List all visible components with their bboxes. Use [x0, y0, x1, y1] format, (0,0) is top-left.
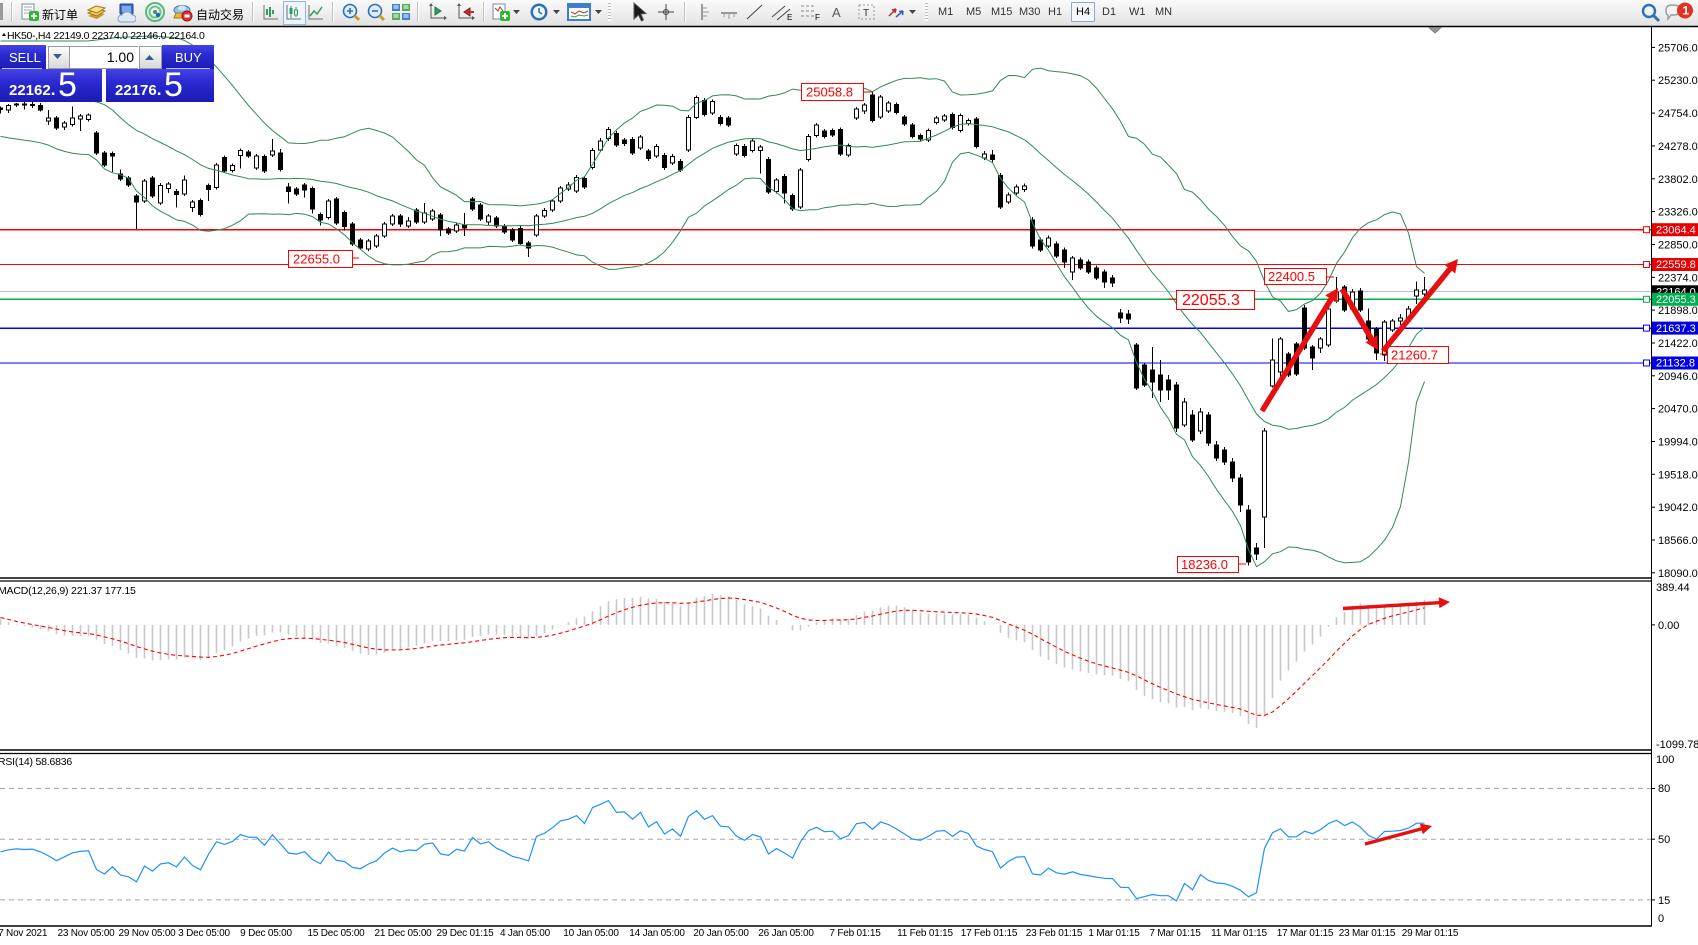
svg-text:3 Dec 05:00: 3 Dec 05:00: [178, 928, 230, 939]
svg-text:7 Feb 01:15: 7 Feb 01:15: [829, 928, 881, 939]
svg-text:15: 15: [1658, 895, 1670, 907]
svg-text:22374.0: 22374.0: [1658, 272, 1698, 284]
svg-text:1 Mar 01:15: 1 Mar 01:15: [1088, 928, 1140, 939]
svg-text:10 Jan 05:00: 10 Jan 05:00: [563, 928, 619, 939]
svg-text:389.44: 389.44: [1656, 582, 1690, 594]
svg-text:19518.0: 19518.0: [1658, 469, 1698, 481]
svg-text:22655.0: 22655.0: [293, 252, 340, 267]
svg-text:19994.0: 19994.0: [1658, 437, 1698, 449]
svg-text:1: 1: [1683, 4, 1690, 18]
svg-text:T: T: [863, 8, 869, 19]
svg-text:21637.3: 21637.3: [1656, 323, 1696, 335]
svg-text:26 Jan 05:00: 26 Jan 05:00: [758, 928, 814, 939]
svg-text:MACD(12,26,9) 221.37 177.15: MACD(12,26,9) 221.37 177.15: [0, 585, 136, 597]
svg-text:-1099.78: -1099.78: [1656, 739, 1698, 751]
svg-text:23 Mar 01:15: 23 Mar 01:15: [1339, 928, 1396, 939]
svg-text:15 Dec 05:00: 15 Dec 05:00: [307, 928, 365, 939]
svg-text:20 Jan 05:00: 20 Jan 05:00: [693, 928, 749, 939]
svg-text:0.00: 0.00: [1658, 620, 1679, 632]
svg-text:9 Dec 05:00: 9 Dec 05:00: [240, 928, 292, 939]
svg-text:20946.0: 20946.0: [1658, 371, 1698, 383]
svg-text:29 Dec 01:15: 29 Dec 01:15: [436, 928, 494, 939]
svg-text:F: F: [815, 13, 820, 22]
svg-text:18566.0: 18566.0: [1658, 535, 1698, 547]
svg-text:RSI(14) 58.6836: RSI(14) 58.6836: [0, 756, 72, 768]
svg-text:18236.0: 18236.0: [1181, 557, 1228, 572]
svg-text:17 Feb 01:15: 17 Feb 01:15: [961, 928, 1018, 939]
svg-text:25058.8: 25058.8: [806, 85, 853, 100]
svg-text:29 Nov 05:00: 29 Nov 05:00: [118, 928, 176, 939]
svg-text:24278.0: 24278.0: [1658, 141, 1698, 153]
svg-text:20470.0: 20470.0: [1658, 404, 1698, 416]
svg-text:21132.8: 21132.8: [1656, 358, 1695, 370]
svg-text:HK50-,H4 22149.0 22374.0 2214: HK50-,H4 22149.0 22374.0 22146.0 22164.0: [7, 30, 205, 42]
svg-text:22400.5: 22400.5: [1268, 269, 1315, 284]
svg-text:25230.0: 25230.0: [1658, 75, 1698, 87]
svg-text:21260.7: 21260.7: [1391, 348, 1438, 363]
svg-text:17 Nov 2021: 17 Nov 2021: [0, 928, 48, 939]
svg-text:14 Jan 05:00: 14 Jan 05:00: [629, 928, 685, 939]
svg-text:E: E: [787, 13, 792, 22]
svg-text:22559.8: 22559.8: [1656, 259, 1696, 271]
svg-text:19042.0: 19042.0: [1658, 502, 1698, 514]
svg-text:50: 50: [1658, 834, 1670, 846]
svg-text:23 Nov 05:00: 23 Nov 05:00: [57, 928, 115, 939]
svg-text:23802.0: 23802.0: [1658, 174, 1698, 186]
svg-text:21422.0: 21422.0: [1658, 338, 1698, 350]
svg-text:22055.3: 22055.3: [1182, 292, 1240, 309]
svg-text:11 Mar 01:15: 11 Mar 01:15: [1211, 928, 1267, 939]
svg-text:0: 0: [1658, 913, 1664, 925]
svg-text:23064.4: 23064.4: [1656, 224, 1696, 236]
svg-text:21 Dec 05:00: 21 Dec 05:00: [374, 928, 432, 939]
svg-text:80: 80: [1658, 783, 1670, 795]
svg-text:23 Feb 01:15: 23 Feb 01:15: [1026, 928, 1083, 939]
svg-text:22850.0: 22850.0: [1658, 239, 1698, 251]
svg-text:25706.0: 25706.0: [1658, 42, 1698, 54]
svg-text:24754.0: 24754.0: [1658, 108, 1698, 120]
svg-text:22055.3: 22055.3: [1656, 294, 1696, 306]
svg-text:4 Jan 05:00: 4 Jan 05:00: [500, 928, 551, 939]
svg-text:21898.0: 21898.0: [1658, 305, 1698, 317]
svg-text:23326.0: 23326.0: [1658, 207, 1698, 219]
svg-text:17 Mar 01:15: 17 Mar 01:15: [1277, 928, 1334, 939]
svg-text:11 Feb 01:15: 11 Feb 01:15: [897, 928, 953, 939]
svg-text:18090.0: 18090.0: [1658, 568, 1698, 580]
svg-text:7 Mar 01:15: 7 Mar 01:15: [1149, 928, 1201, 939]
svg-text:29 Mar 01:15: 29 Mar 01:15: [1402, 928, 1459, 939]
svg-text:100: 100: [1656, 754, 1674, 766]
